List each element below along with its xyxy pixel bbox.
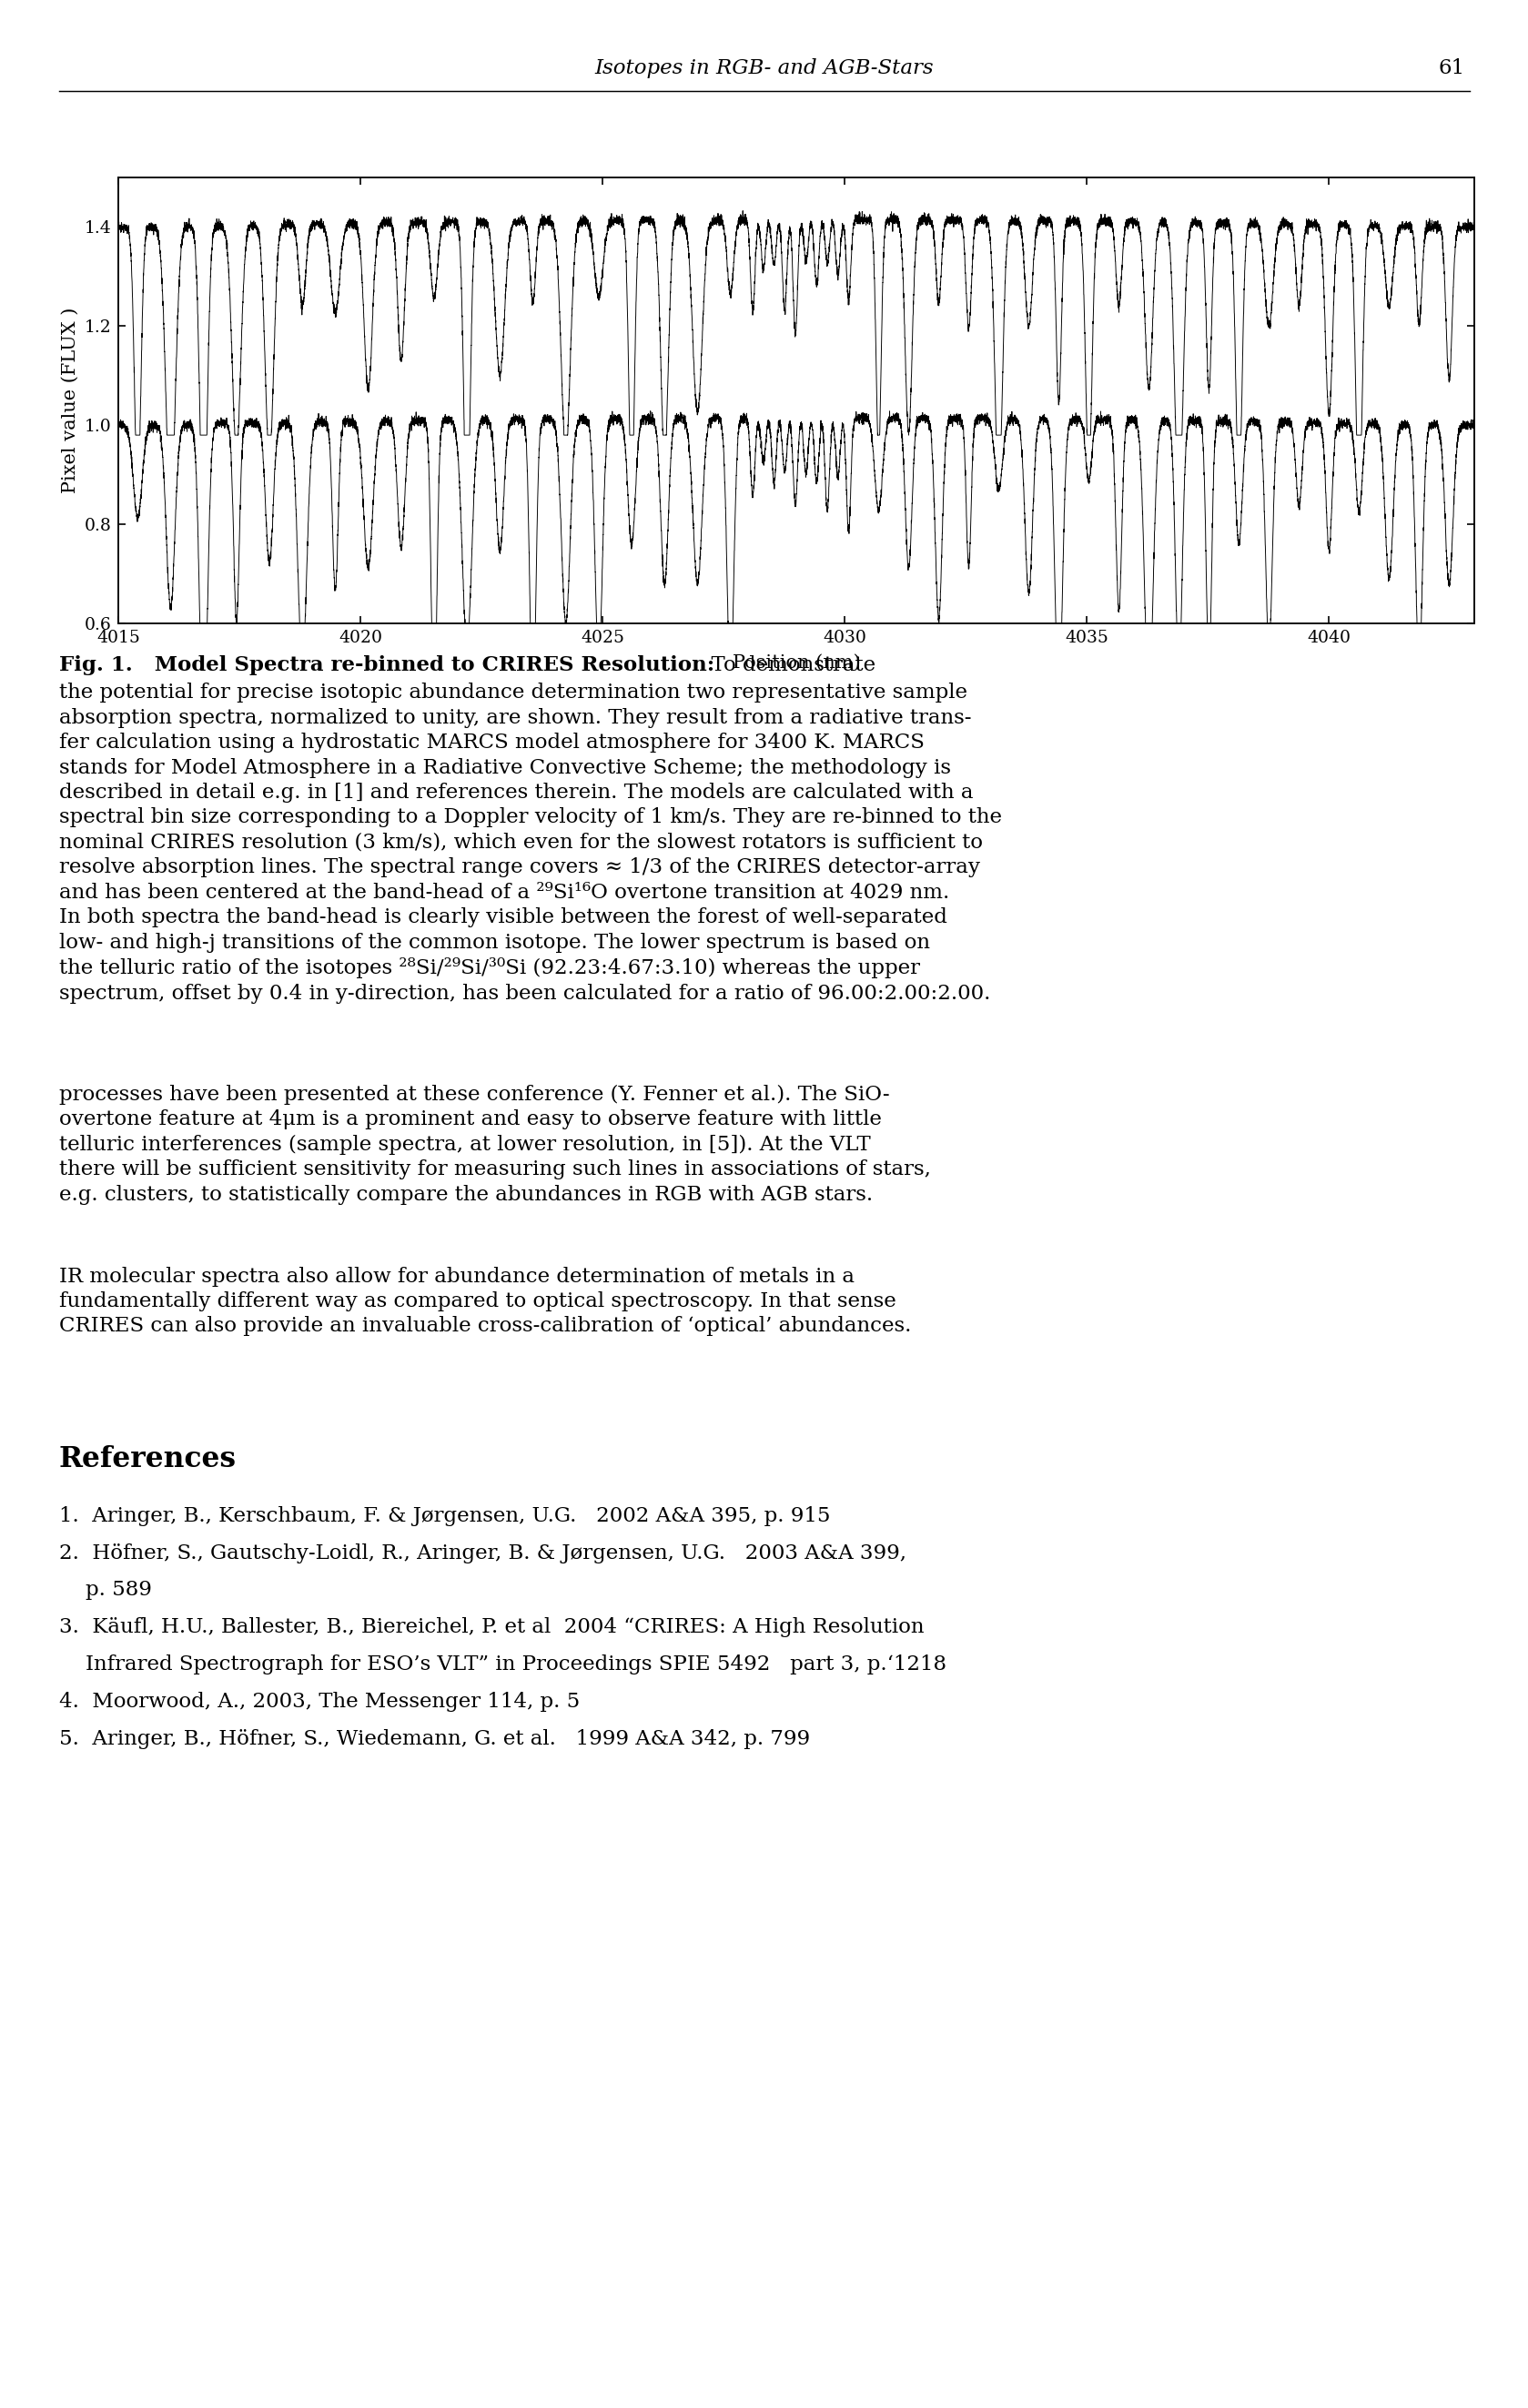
Text: Fig. 1.   Model Spectra re-binned to CRIRES Resolution:: Fig. 1. Model Spectra re-binned to CRIRE…	[60, 655, 715, 674]
Text: Infrared Spectrograph for ESO’s VLT” in Proceedings SPIE 5492   part 3, p.‘1218: Infrared Spectrograph for ESO’s VLT” in …	[60, 1654, 946, 1674]
Text: To demonstrate: To demonstrate	[698, 655, 876, 674]
Text: 5.  Aringer, B., Höfner, S., Wiedemann, G. et al.   1999 A&A 342, p. 799: 5. Aringer, B., Höfner, S., Wiedemann, G…	[60, 1729, 810, 1748]
X-axis label: Position (nm): Position (nm)	[732, 655, 860, 672]
Text: 3.  Käufl, H.U., Ballester, B., Biereichel, P. et al  2004 “CRIRES: A High Resol: 3. Käufl, H.U., Ballester, B., Biereiche…	[60, 1618, 924, 1637]
Text: References: References	[60, 1445, 237, 1474]
Text: processes have been presented at these conference (Y. Fenner et al.). The SiO-
o: processes have been presented at these c…	[60, 1084, 931, 1204]
Y-axis label: Pixel value (FLUX ): Pixel value (FLUX )	[61, 308, 79, 494]
Text: the potential for precise isotopic abundance determination two representative sa: the potential for precise isotopic abund…	[60, 684, 1002, 1004]
Text: 2.  Höfner, S., Gautschy-Loidl, R., Aringer, B. & Jørgensen, U.G.   2003 A&A 399: 2. Höfner, S., Gautschy-Loidl, R., Aring…	[60, 1544, 906, 1563]
Text: 61: 61	[1439, 58, 1465, 79]
Text: Isotopes in RGB- and AGB-Stars: Isotopes in RGB- and AGB-Stars	[594, 58, 934, 79]
Text: 1.  Aringer, B., Kerschbaum, F. & Jørgensen, U.G.   2002 A&A 395, p. 915: 1. Aringer, B., Kerschbaum, F. & Jørgens…	[60, 1505, 830, 1527]
Text: 4.  Moorwood, A., 2003, The Messenger 114, p. 5: 4. Moorwood, A., 2003, The Messenger 114…	[60, 1693, 581, 1712]
Text: IR molecular spectra also allow for abundance determination of metals in a
funda: IR molecular spectra also allow for abun…	[60, 1267, 911, 1336]
Text: p. 589: p. 589	[60, 1580, 151, 1601]
